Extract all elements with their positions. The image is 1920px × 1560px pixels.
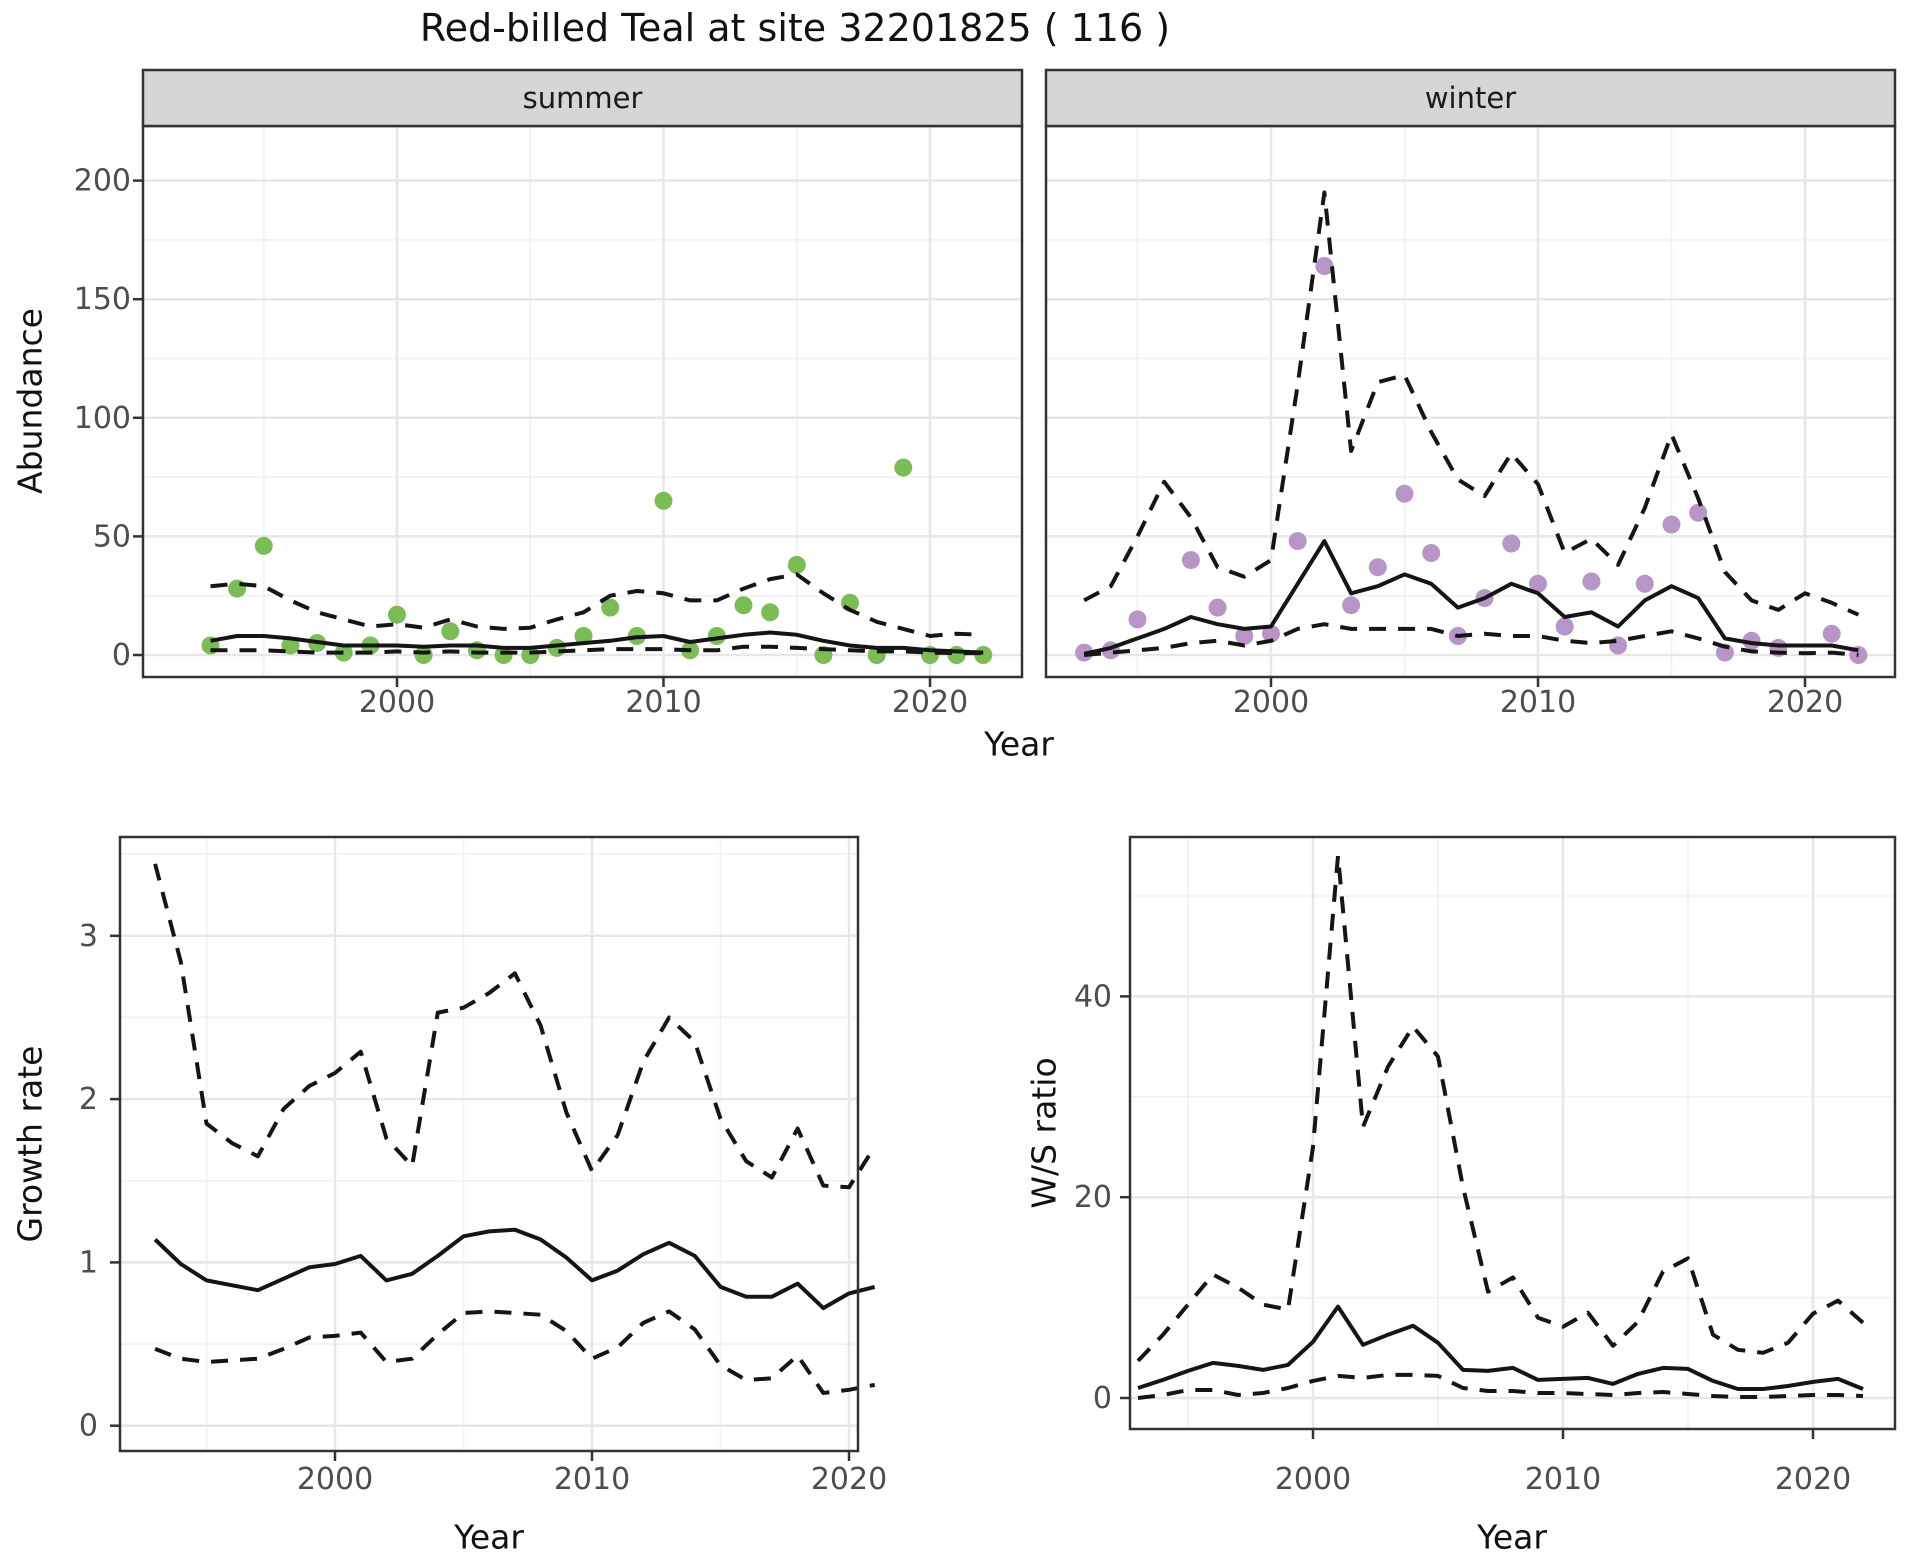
x-tick-label: 2010 <box>554 1462 630 1497</box>
y-tick-label: 0 <box>1093 1381 1112 1416</box>
data-point <box>601 598 620 617</box>
data-point <box>1315 257 1334 275</box>
x-tick-label: 2020 <box>892 685 968 720</box>
growth-rate-lower-credible-interval-line <box>154 1309 876 1395</box>
y-tick-label: 3 <box>79 919 98 954</box>
x-tick-label: 2020 <box>811 1462 887 1497</box>
y-tick-label: 50 <box>93 519 131 554</box>
y-tick-label: 150 <box>74 282 131 317</box>
facet-strip-summer: summer <box>522 81 643 115</box>
x-tick-label: 2000 <box>359 685 435 720</box>
ws-ratio-panel-border <box>1128 835 1897 1431</box>
ws-ratio-panel-bg <box>1130 837 1895 1429</box>
data-point <box>254 536 273 555</box>
abundance-summer-panel-bg <box>143 126 1022 677</box>
data-point <box>1502 534 1521 553</box>
y-tick-label: 0 <box>112 638 131 673</box>
data-point <box>441 622 460 641</box>
x-tick-label: 2000 <box>1275 1462 1351 1497</box>
abundance-winter-model-median-line <box>1083 539 1859 656</box>
abundance-winter-facet-strip <box>1044 68 1897 128</box>
data-point <box>1555 617 1574 636</box>
data-point <box>894 458 913 477</box>
data-point <box>1715 643 1734 662</box>
data-point <box>1609 636 1628 655</box>
data-point <box>1342 596 1361 615</box>
data-point <box>388 605 406 624</box>
data-point <box>1208 598 1227 617</box>
data-point <box>1395 484 1414 503</box>
y-axis-title-ws-ratio: W/S ratio <box>1024 1057 1064 1209</box>
abundance-winter-lower-credible-interval-line <box>1083 622 1859 657</box>
data-point <box>1181 551 1200 570</box>
facet-strip-winter: winter <box>1424 81 1517 115</box>
y-tick-label: 100 <box>74 401 131 436</box>
y-tick-label: 20 <box>1074 1180 1112 1215</box>
x-axis-title-year-bottom-right: Year <box>1477 1517 1547 1557</box>
data-point <box>1235 627 1254 645</box>
x-axis-title-year-bottom-left: Year <box>454 1517 524 1557</box>
ws-ratio-upper-credible-interval-line <box>1136 853 1865 1363</box>
chart-title: Red-billed Teal at site 32201825 ( 116 ) <box>419 6 1171 50</box>
data-point <box>761 603 780 622</box>
data-point <box>1582 572 1601 591</box>
y-tick-label: 1 <box>79 1245 98 1280</box>
abundance-winter-upper-credible-interval-line <box>1083 190 1860 617</box>
x-tick-label: 2010 <box>1500 685 1576 720</box>
x-tick-label: 2020 <box>1775 1462 1851 1497</box>
data-point <box>494 646 513 664</box>
data-point <box>654 491 673 510</box>
y-tick-label: 40 <box>1074 979 1112 1014</box>
data-point <box>947 646 966 664</box>
x-tick-label: 2020 <box>1767 685 1843 720</box>
data-point <box>1422 544 1441 562</box>
growth-rate-model-median-line <box>153 1227 876 1311</box>
data-point <box>1689 503 1708 522</box>
abundance-summer-facet-strip <box>141 68 1024 128</box>
data-point <box>1662 515 1681 534</box>
x-tick-label: 2000 <box>1233 685 1309 720</box>
data-point <box>1128 610 1147 629</box>
data-point <box>1288 532 1307 551</box>
ws-ratio-model-median-line <box>1137 1304 1864 1391</box>
y-axis-title-abundance: Abundance <box>10 308 50 494</box>
data-point <box>1635 574 1654 593</box>
data-point <box>334 643 353 662</box>
growth-rate-panel-border <box>118 835 860 1453</box>
y-axis-title-growth-rate: Growth rate <box>10 1045 50 1243</box>
data-point <box>787 555 806 574</box>
data-point <box>574 627 593 645</box>
x-axis-title-year-top: Year <box>984 724 1054 764</box>
x-tick-label: 2010 <box>1525 1462 1601 1497</box>
data-point <box>228 579 247 598</box>
growth-rate-upper-credible-interval-line <box>153 863 877 1190</box>
data-point <box>1368 558 1387 577</box>
y-tick-label: 2 <box>79 1082 98 1117</box>
data-point <box>1529 574 1547 593</box>
data-point <box>1262 624 1280 643</box>
y-tick-label: 0 <box>79 1409 98 1444</box>
data-point <box>1822 624 1841 643</box>
ws-ratio-lower-credible-interval-line <box>1137 1372 1864 1400</box>
x-tick-label: 2010 <box>625 685 701 720</box>
data-point <box>734 596 753 615</box>
abundance-summer-upper-credible-interval-line <box>210 572 984 638</box>
abundance-summer-lower-credible-interval-line <box>210 644 984 656</box>
x-tick-label: 2000 <box>297 1462 373 1497</box>
abundance-summer-model-median-line <box>210 630 984 655</box>
y-tick-label: 200 <box>74 164 131 199</box>
abundance-winter-panel-bg <box>1046 126 1895 677</box>
